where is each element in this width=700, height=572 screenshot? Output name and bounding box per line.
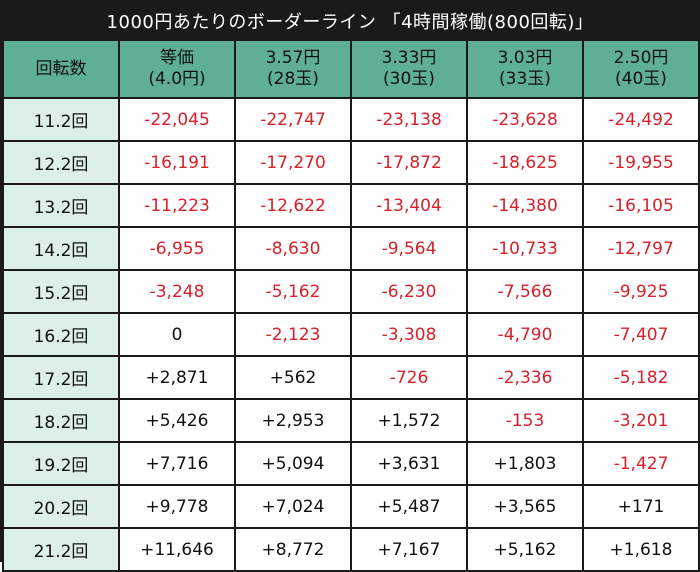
table-cell: +3,565 <box>466 484 584 529</box>
table-row: 12.2回 -16,191 -17,270 -17,872 -18,625 -19,955 <box>2 140 700 185</box>
table-cell: -19,955 <box>582 140 700 185</box>
table-cell: +562 <box>234 355 352 400</box>
table-row: 15.2回 -3,248 -5,162 -6,230 -7,566 -9,925 <box>2 269 700 314</box>
table-cell: -7,407 <box>582 312 700 357</box>
table-cell: -1,427 <box>582 441 700 486</box>
table-cell: -23,138 <box>350 97 468 142</box>
table-cell: -13,404 <box>350 183 468 228</box>
header-rate-3-57: 3.57円 (28玉) <box>234 39 352 99</box>
table-cell: 0 <box>118 312 236 357</box>
table-cell: -11,223 <box>118 183 236 228</box>
table-row: 17.2回 +2,871 +562 -726 -2,336 -5,182 <box>2 355 700 400</box>
table-cell: -2,123 <box>234 312 352 357</box>
table-cell: -16,191 <box>118 140 236 185</box>
table-cell: +11,646 <box>118 527 236 572</box>
header-rate-3-03: 3.03円 (33玉) <box>466 39 584 99</box>
table-cell: -3,308 <box>350 312 468 357</box>
row-label: 15.2回 <box>2 269 120 314</box>
table-cell: -9,925 <box>582 269 700 314</box>
table-cell: -8,630 <box>234 226 352 271</box>
table-cell: +2,871 <box>118 355 236 400</box>
table-cell: -5,182 <box>582 355 700 400</box>
table-cell: -4,790 <box>466 312 584 357</box>
row-label: 11.2回 <box>2 97 120 142</box>
table-cell: -3,248 <box>118 269 236 314</box>
table-cell: +7,167 <box>350 527 468 572</box>
row-label: 18.2回 <box>2 398 120 443</box>
table-cell: -153 <box>466 398 584 443</box>
table-cell: -3,201 <box>582 398 700 443</box>
table-row: 11.2回 -22,045 -22,747 -23,138 -23,628 -24,492 <box>2 97 700 142</box>
table-row: 16.2回 0 -2,123 -3,308 -4,790 -7,407 <box>2 312 700 357</box>
row-label: 13.2回 <box>2 183 120 228</box>
table-cell: -22,747 <box>234 97 352 142</box>
border-line-table: 回転数 等価 (4.0円) 3.57円 (28玉) 3.33円 (30玉) 3.… <box>2 39 700 572</box>
table-cell: -9,564 <box>350 226 468 271</box>
table-cell: -16,105 <box>582 183 700 228</box>
table-cell: -6,230 <box>350 269 468 314</box>
table-cell: -10,733 <box>466 226 584 271</box>
table-cell: -5,162 <box>234 269 352 314</box>
table-cell: +5,162 <box>466 527 584 572</box>
header-row: 回転数 等価 (4.0円) 3.57円 (28玉) 3.33円 (30玉) 3.… <box>2 39 700 99</box>
table-cell: +1,572 <box>350 398 468 443</box>
table-row: 13.2回 -11,223 -12,622 -13,404 -14,380 -16,105 <box>2 183 700 228</box>
header-spins: 回転数 <box>2 39 120 99</box>
row-label: 19.2回 <box>2 441 120 486</box>
table-cell: -23,628 <box>466 97 584 142</box>
table-row: 21.2回 +11,646 +8,772 +7,167 +5,162 +1,618 <box>2 527 700 572</box>
table-cell: -14,380 <box>466 183 584 228</box>
table-cell: -6,955 <box>118 226 236 271</box>
table-cell: -17,270 <box>234 140 352 185</box>
table-cell: -24,492 <box>582 97 700 142</box>
table-cell: -18,625 <box>466 140 584 185</box>
header-rate-2-50: 2.50円 (40玉) <box>582 39 700 99</box>
table-cell: -7,566 <box>466 269 584 314</box>
table-cell: +7,716 <box>118 441 236 486</box>
header-equal-rate: 等価 (4.0円) <box>118 39 236 99</box>
table-cell: +9,778 <box>118 484 236 529</box>
table-cell: +171 <box>582 484 700 529</box>
table-cell: -22,045 <box>118 97 236 142</box>
table-title: 1000円あたりのボーダーライン 「4時間稼働(800回転)」 <box>2 2 698 39</box>
table-row: 14.2回 -6,955 -8,630 -9,564 -10,733 -12,797 <box>2 226 700 271</box>
row-label: 12.2回 <box>2 140 120 185</box>
table-cell: -2,336 <box>466 355 584 400</box>
table-cell: +5,094 <box>234 441 352 486</box>
header-rate-3-33: 3.33円 (30玉) <box>350 39 468 99</box>
table-row: 20.2回 +9,778 +7,024 +5,487 +3,565 +171 <box>2 484 700 529</box>
table-cell: +7,024 <box>234 484 352 529</box>
row-label: 14.2回 <box>2 226 120 271</box>
row-label: 20.2回 <box>2 484 120 529</box>
table-body: 11.2回 -22,045 -22,747 -23,138 -23,628 -24,492… <box>2 97 700 572</box>
table-cell: +5,487 <box>350 484 468 529</box>
table-cell: +2,953 <box>234 398 352 443</box>
table-row: 18.2回 +5,426 +2,953 +1,572 -153 -3,201 <box>2 398 700 443</box>
table-cell: +8,772 <box>234 527 352 572</box>
table-cell: -12,622 <box>234 183 352 228</box>
table-cell: +1,618 <box>582 527 700 572</box>
row-label: 16.2回 <box>2 312 120 357</box>
table-cell: +5,426 <box>118 398 236 443</box>
table-cell: +1,803 <box>466 441 584 486</box>
table-cell: -726 <box>350 355 468 400</box>
table-row: 19.2回 +7,716 +5,094 +3,631 +1,803 -1,427 <box>2 441 700 486</box>
table-cell: -17,872 <box>350 140 468 185</box>
table-cell: -12,797 <box>582 226 700 271</box>
row-label: 21.2回 <box>2 527 120 572</box>
row-label: 17.2回 <box>2 355 120 400</box>
table-cell: +3,631 <box>350 441 468 486</box>
